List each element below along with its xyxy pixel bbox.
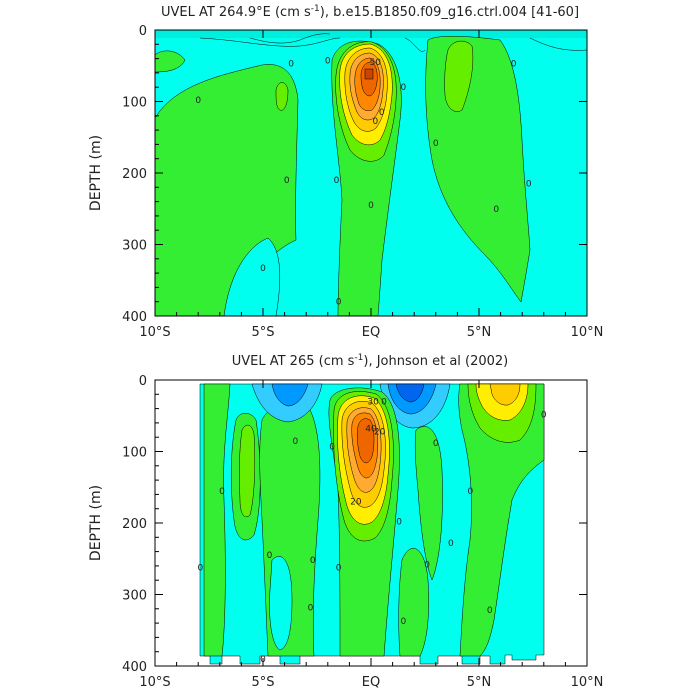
panel1-contour-label: 0 bbox=[336, 298, 342, 308]
panel1-xtick-label: EQ bbox=[362, 325, 380, 340]
panel1-contour-label: 0 bbox=[526, 180, 532, 190]
panel2-ytick-label: 0 bbox=[139, 374, 147, 389]
panel1-contour-label: 0 bbox=[401, 83, 407, 93]
panel1-contour-label: 0 bbox=[368, 201, 374, 211]
panel1-jet-core bbox=[364, 68, 374, 80]
panel1-xtick-label: 5°N bbox=[467, 325, 492, 340]
panel1-ytick-label: 300 bbox=[122, 239, 147, 254]
panel1-contour-label: 0 bbox=[511, 60, 517, 70]
panel2-ylabel: DEPTH (m) bbox=[88, 485, 104, 561]
panel1-contour-label: 0 bbox=[325, 57, 331, 67]
panel2-contour-label: 0 bbox=[310, 556, 316, 566]
panel2-ytick-label: 300 bbox=[122, 589, 147, 604]
panel1-contour-label: 0 bbox=[284, 176, 290, 186]
panel2-contour-label: 0 bbox=[401, 617, 407, 627]
panel2-green-left-edge bbox=[203, 383, 231, 657]
panel1-contour-line-b bbox=[404, 37, 426, 52]
panel2-ytick-label: 400 bbox=[122, 660, 147, 675]
panel1-cyan-left-tongue bbox=[223, 237, 281, 317]
panel2-green-left-a-core bbox=[239, 424, 256, 518]
panel1-contour-label: 0 bbox=[379, 108, 385, 118]
panel1-xtick-label: 5°S bbox=[251, 325, 274, 340]
panel1-xtick-label: 10°S bbox=[139, 325, 170, 340]
panel2-xtick-label: 5°S bbox=[251, 675, 274, 690]
panel1-contour-label: 0 bbox=[260, 264, 266, 274]
panel1-axes: 10°S 5°S EQ 5°N 10°N 0 100 200 300 400 bbox=[122, 24, 603, 340]
panel2-contour-label: 30 bbox=[367, 397, 379, 407]
panel1-green-north-core bbox=[444, 40, 474, 112]
panel2-green-east-b bbox=[398, 548, 429, 657]
panel1-contour-label: 50 bbox=[370, 58, 382, 68]
panel2-cyan-left-tongue bbox=[269, 556, 293, 651]
panel2-blue-left-core bbox=[271, 383, 309, 407]
panel2-contour-label: 0 bbox=[329, 442, 335, 452]
panel1-contour-label: 0 bbox=[288, 60, 294, 70]
panel2-ytick-label: 200 bbox=[122, 517, 147, 532]
panel2-xtick-label: 10°S bbox=[139, 675, 170, 690]
panel2-ytick-label: 100 bbox=[122, 446, 147, 461]
panel1-ylabel: DEPTH (m) bbox=[88, 135, 104, 211]
panel1-ytick-label: 400 bbox=[122, 310, 147, 325]
panel2-contour-label: 0 bbox=[308, 603, 314, 613]
panel2-contour-label: 0 bbox=[197, 563, 203, 573]
panel1-contour-label: 0 bbox=[493, 205, 499, 215]
panel2-contour-label: 0 bbox=[487, 606, 493, 616]
panel1-contour-line-a bbox=[199, 37, 341, 47]
panel1-contour-line-c bbox=[529, 37, 588, 51]
panel2-green-north-main bbox=[458, 383, 545, 657]
panel2-blue-right-core bbox=[395, 383, 425, 403]
panel1-contour-label: 0 bbox=[433, 139, 439, 149]
panel1-xtick-label: 10°N bbox=[571, 325, 604, 340]
panel2-contour-label: 20 bbox=[350, 498, 362, 508]
panel1-contour-line-d bbox=[249, 33, 331, 44]
panel2-contour-label: 40 bbox=[365, 425, 377, 435]
panel2-contour-label: 0 bbox=[448, 539, 454, 549]
panel2-contour-label: 0 bbox=[541, 410, 547, 420]
panel1-contour-label: 0 bbox=[334, 176, 340, 186]
panel2-green-east-a bbox=[414, 426, 443, 581]
panel1-ytick-label: 0 bbox=[139, 24, 147, 39]
panel2-xtick-label: 10°N bbox=[571, 675, 604, 690]
panel2-jet-orange-dark bbox=[357, 418, 375, 464]
panel2-contour-label: 0 bbox=[267, 551, 273, 561]
panel2-contour-label: 0 bbox=[424, 560, 430, 570]
panel2-yellow-orange-north bbox=[489, 383, 521, 406]
panel2-contour-label: 0 bbox=[381, 397, 387, 407]
panel2-contour-label: 20 bbox=[374, 427, 386, 437]
panel2-contour-label: 0 bbox=[219, 487, 225, 497]
panel2-xtick-label: EQ bbox=[362, 675, 380, 690]
panel2-contour-label: 0 bbox=[293, 437, 299, 447]
panel2-contour-label: 0 bbox=[336, 563, 342, 573]
panel1-contour-label: 0 bbox=[195, 96, 201, 106]
panel2-contour-label: 0 bbox=[396, 518, 402, 528]
panel1-green-left-core bbox=[275, 82, 289, 111]
panel2-plot: 40300202000000000000000000 10°S5°SEQ5°N1… bbox=[122, 374, 603, 690]
panel2-contour-label: 0 bbox=[433, 439, 439, 449]
panel2-title: UVEL AT 265 (cm s-1), Johnson et al (200… bbox=[232, 353, 509, 369]
panel1-ytick-label: 200 bbox=[122, 167, 147, 182]
panel1-ytick-label: 100 bbox=[122, 96, 147, 111]
panel2-contour-label: 0 bbox=[467, 487, 473, 497]
panel1-contour-label: 0 bbox=[372, 117, 378, 127]
panel1-green-left-top bbox=[154, 50, 186, 73]
panel2-xtick-label: 5°N bbox=[467, 675, 492, 690]
panel1-title: UVEL AT 264.9°E (cm s-1), b.e15.B1850.f0… bbox=[161, 4, 579, 20]
